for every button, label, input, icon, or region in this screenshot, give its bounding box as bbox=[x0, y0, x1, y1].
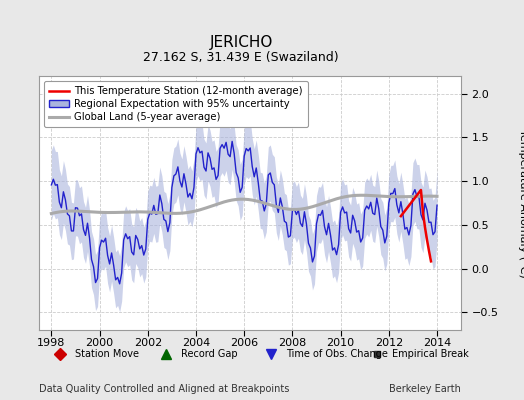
Text: 27.162 S, 31.439 E (Swaziland): 27.162 S, 31.439 E (Swaziland) bbox=[143, 51, 339, 64]
Text: Record Gap: Record Gap bbox=[181, 349, 237, 359]
Text: Data Quality Controlled and Aligned at Breakpoints: Data Quality Controlled and Aligned at B… bbox=[39, 384, 290, 394]
Text: Berkeley Earth: Berkeley Earth bbox=[389, 384, 461, 394]
Y-axis label: Temperature Anomaly (°C): Temperature Anomaly (°C) bbox=[518, 129, 524, 277]
Legend: This Temperature Station (12-month average), Regional Expectation with 95% uncer: This Temperature Station (12-month avera… bbox=[45, 81, 308, 127]
Text: Empirical Break: Empirical Break bbox=[391, 349, 468, 359]
Text: JERICHO: JERICHO bbox=[210, 34, 272, 50]
Text: Station Move: Station Move bbox=[75, 349, 139, 359]
Text: Time of Obs. Change: Time of Obs. Change bbox=[286, 349, 388, 359]
